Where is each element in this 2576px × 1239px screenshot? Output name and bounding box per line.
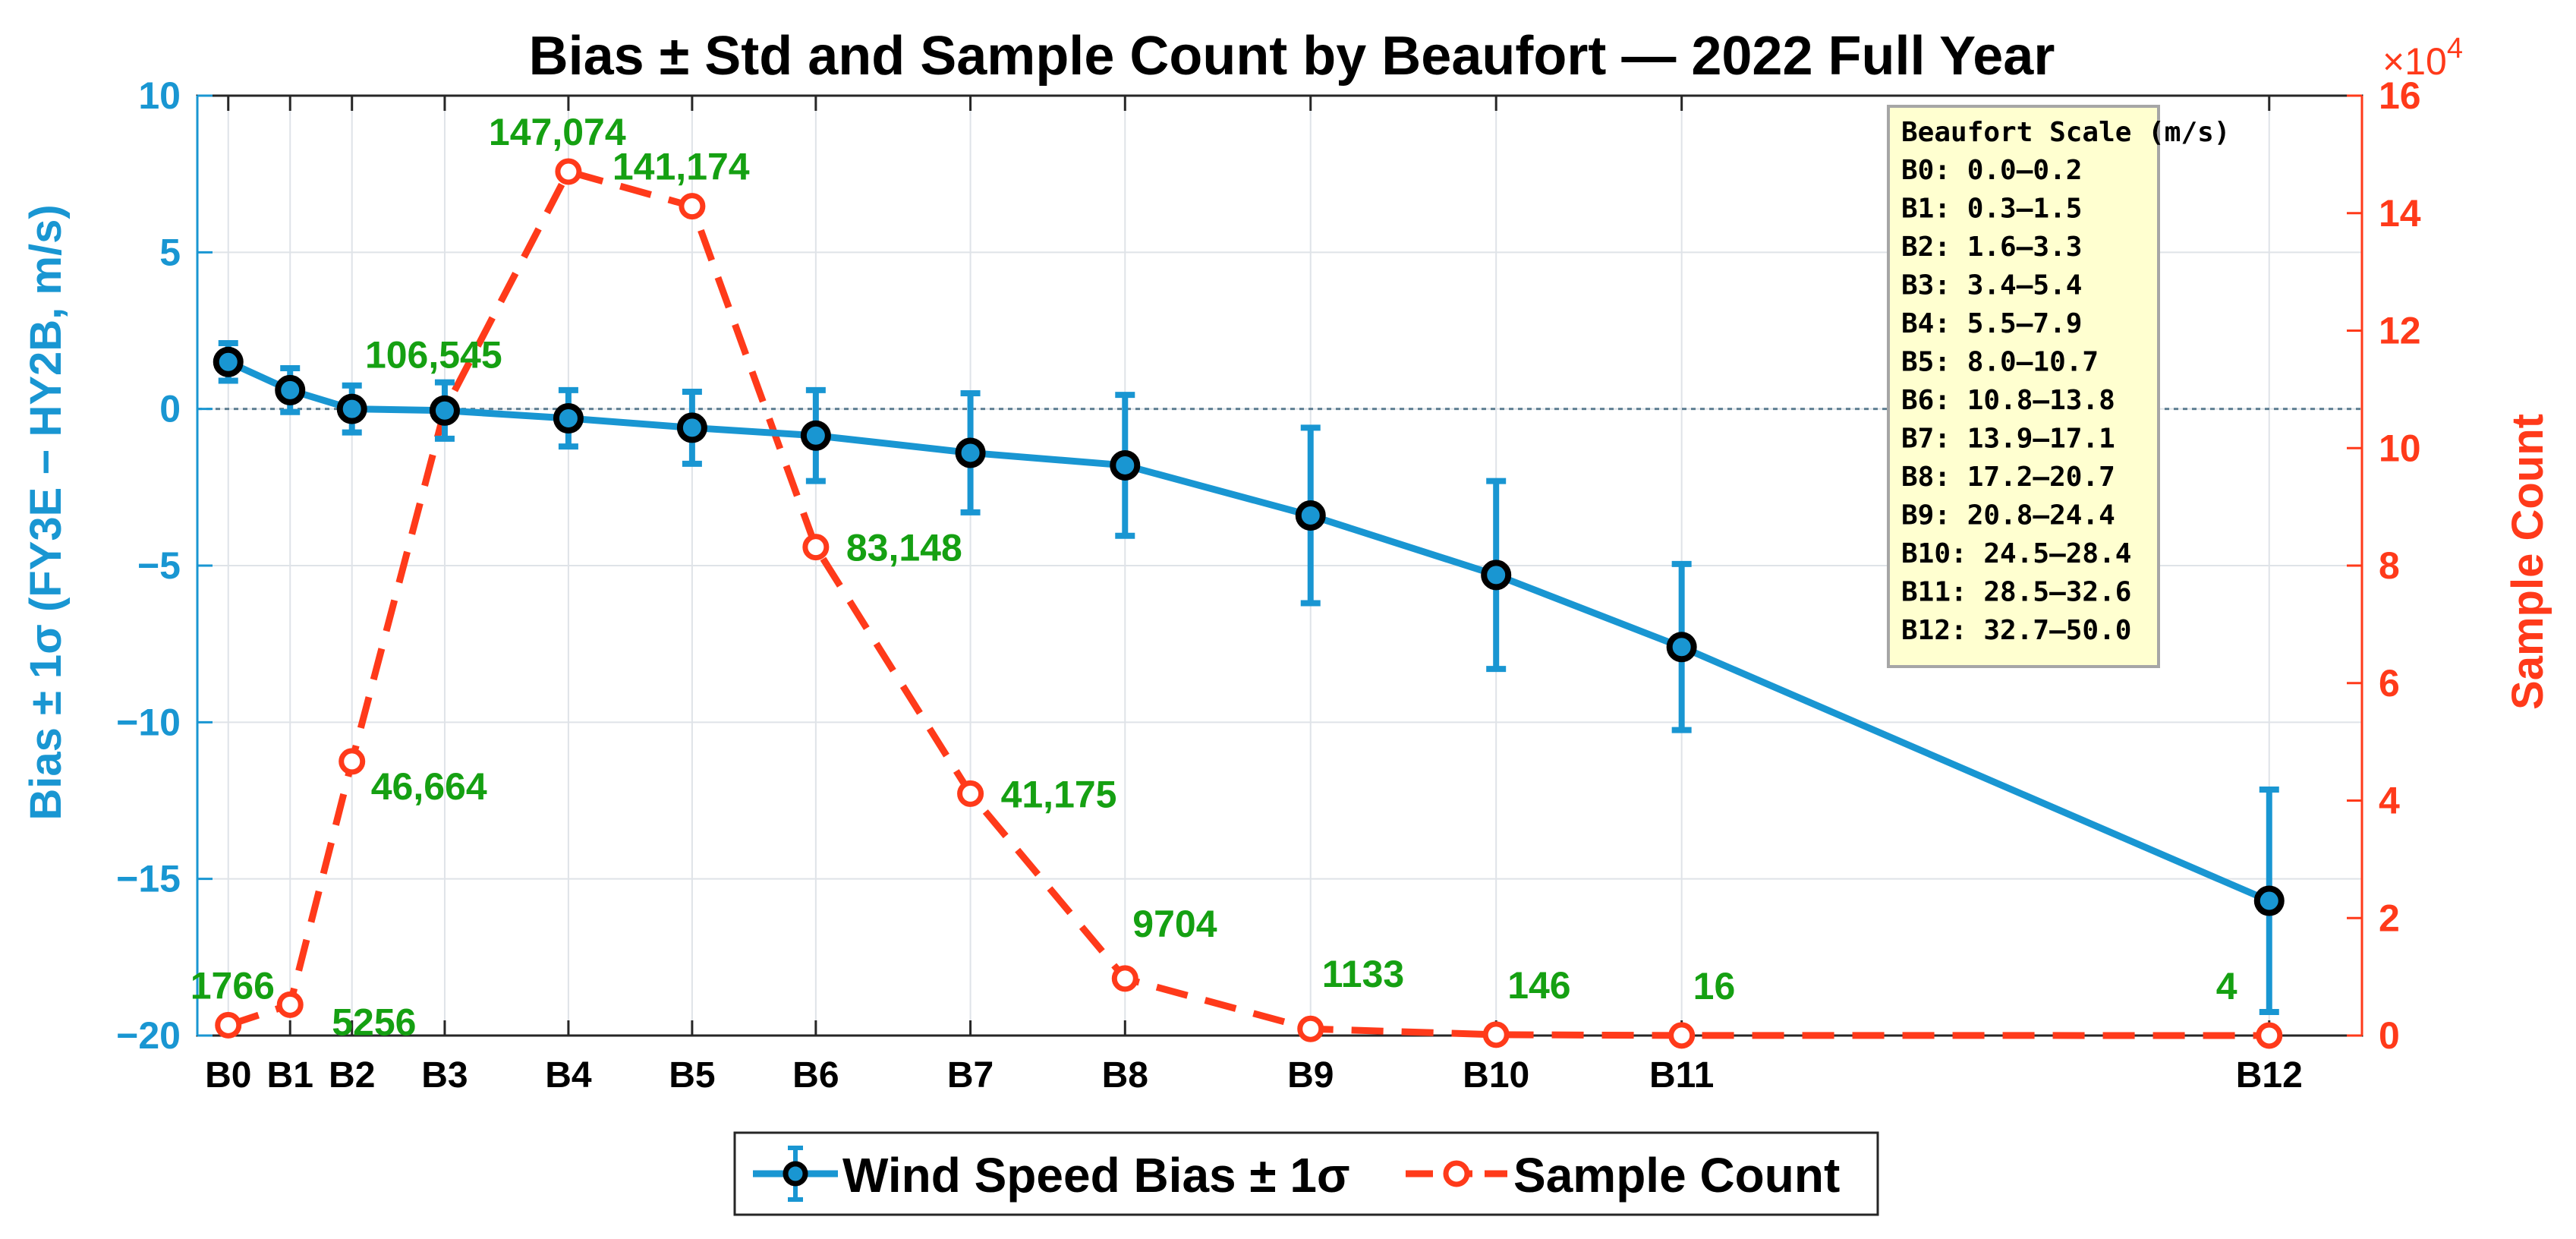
chart-title: Bias ± Std and Sample Count by Beaufort … xyxy=(529,26,2055,87)
x-tick-label: B8 xyxy=(1102,1055,1148,1096)
sample-count-label: 83,148 xyxy=(846,527,962,569)
legend-bias-label: Wind Speed Bias ± 1σ xyxy=(842,1148,1350,1203)
legend-count-marker xyxy=(1443,1160,1470,1187)
scale-box-line: B3: 3.4–5.4 xyxy=(1901,270,2082,301)
x-tick-label: B7 xyxy=(947,1055,994,1096)
bias-point xyxy=(213,346,244,377)
legend-count-label: Sample Count xyxy=(1513,1148,1840,1203)
legend-bias-marker xyxy=(783,1161,808,1187)
bias-point xyxy=(955,437,986,468)
sample-count-point xyxy=(957,780,984,807)
x-tick-label: B4 xyxy=(545,1055,592,1096)
bias-point xyxy=(553,403,584,434)
sample-count-point xyxy=(679,193,706,220)
x-tick-label: B10 xyxy=(1463,1055,1529,1096)
sample-count-label: 106,545 xyxy=(365,334,502,377)
scale-box-line: B0: 0.0–0.2 xyxy=(1901,155,2082,186)
scale-box-background xyxy=(1887,105,2160,668)
scale-box-line: B7: 13.9–17.1 xyxy=(1901,424,2115,455)
left-tick-label: 10 xyxy=(138,74,181,117)
sample-count-point xyxy=(1482,1021,1510,1048)
scale-box-line: B2: 1.6–3.3 xyxy=(1901,232,2082,263)
sample-count-label: 41,175 xyxy=(1001,773,1117,815)
sample-count-point xyxy=(215,1011,242,1039)
left-tick-label: 0 xyxy=(159,388,181,430)
sample-count-point xyxy=(339,748,366,775)
sample-count-label: 141,174 xyxy=(613,146,750,188)
right-tick-label: 14 xyxy=(2379,192,2421,235)
sample-count-label: 16 xyxy=(1693,965,1736,1007)
right-axis-exponent: ×104 xyxy=(2382,33,2463,83)
sample-count-label: 46,664 xyxy=(371,765,487,808)
bias-point xyxy=(1666,632,1697,663)
right-tick-label: 10 xyxy=(2379,427,2421,469)
sample-count-point xyxy=(2256,1022,2283,1049)
sample-count-label: 5256 xyxy=(332,1001,416,1043)
left-tick-label: −10 xyxy=(116,701,181,743)
sample-count-point xyxy=(1668,1022,1696,1049)
scale-box-line: B11: 28.5–32.6 xyxy=(1901,577,2131,608)
left-y-axis: 10 5 0 −5 −10 −15 −20 xyxy=(116,74,213,1057)
sample-count-label: 9704 xyxy=(1132,903,1217,945)
right-tick-label: 12 xyxy=(2379,310,2421,352)
sample-count-point xyxy=(1111,965,1138,992)
bias-point xyxy=(2253,885,2285,916)
bias-point xyxy=(1481,560,1512,591)
scale-box-line: B12: 32.7–50.0 xyxy=(1901,615,2131,646)
right-tick-label: 8 xyxy=(2379,544,2400,587)
left-tick-label: −15 xyxy=(116,858,181,900)
left-tick-label: 5 xyxy=(159,231,181,273)
x-tick-label: B5 xyxy=(669,1055,715,1096)
right-tick-label: 16 xyxy=(2379,74,2421,117)
scale-box-line: B4: 5.5–7.9 xyxy=(1901,308,2082,339)
scale-box-title: Beaufort Scale (m/s) xyxy=(1901,117,2230,148)
sample-count-point xyxy=(555,158,582,185)
right-y-axis-label: Sample Count xyxy=(2503,414,2552,710)
left-tick-label: −5 xyxy=(137,544,181,587)
bias-point xyxy=(429,395,460,426)
sample-count-point xyxy=(1297,1015,1324,1042)
wind-speed-bias-series xyxy=(213,340,2285,1016)
bias-point xyxy=(275,374,306,405)
x-tick-label: B6 xyxy=(792,1055,839,1096)
sample-count-label: 1766 xyxy=(191,964,275,1007)
x-axis: B0 B1 B2 B3 B4 B5 B6 B7 B8 B9 B10 B11 B12 xyxy=(205,96,2303,1096)
sample-count-label: 1133 xyxy=(1322,953,1404,995)
scale-box-line: B8: 17.2–20.7 xyxy=(1901,462,2115,493)
scale-box-line: B10: 24.5–28.4 xyxy=(1901,538,2131,569)
bias-point xyxy=(336,393,367,424)
legend: Wind Speed Bias ± 1σ Sample Count xyxy=(733,1131,1879,1216)
bias-point xyxy=(1295,500,1326,531)
sample-count-point xyxy=(276,991,304,1018)
left-tick-label: −20 xyxy=(116,1014,181,1057)
x-tick-label: B12 xyxy=(2236,1055,2303,1096)
beaufort-scale-box: Beaufort Scale (m/s) B0: 0.0–0.2 B1: 0.3–1… xyxy=(1887,105,2230,668)
right-tick-label: 0 xyxy=(2379,1014,2400,1057)
legend-box xyxy=(733,1131,1879,1216)
x-tick-label: B0 xyxy=(205,1055,251,1096)
right-tick-label: 6 xyxy=(2379,662,2400,705)
x-tick-label: B2 xyxy=(329,1055,375,1096)
scale-box-line: B5: 8.0–10.7 xyxy=(1901,347,2099,378)
right-y-axis: 0 2 4 6 8 10 12 14 16×104 xyxy=(2347,33,2463,1057)
scale-box-line: B9: 20.8–24.4 xyxy=(1901,500,2115,531)
sample-count-label: 4 xyxy=(2216,965,2237,1007)
left-y-axis-label: Bias ± 1σ (FY3E − HY2B, m/s) xyxy=(21,204,71,820)
sample-count-label: 146 xyxy=(1507,964,1570,1007)
bias-point xyxy=(676,412,707,443)
scale-box-line: B1: 0.3–1.5 xyxy=(1901,194,2082,225)
x-tick-label: B3 xyxy=(421,1055,468,1096)
bias-point xyxy=(800,420,831,451)
sample-count-label: 147,074 xyxy=(489,111,626,153)
sample-count-point xyxy=(802,534,830,561)
bias-point xyxy=(1110,449,1141,481)
right-tick-label: 4 xyxy=(2379,780,2400,822)
right-tick-label: 2 xyxy=(2379,897,2400,939)
x-tick-label: B11 xyxy=(1649,1055,1714,1096)
x-tick-label: B1 xyxy=(267,1055,313,1096)
scale-box-line: B6: 10.8–13.8 xyxy=(1901,385,2115,416)
x-tick-label: B9 xyxy=(1287,1055,1334,1096)
